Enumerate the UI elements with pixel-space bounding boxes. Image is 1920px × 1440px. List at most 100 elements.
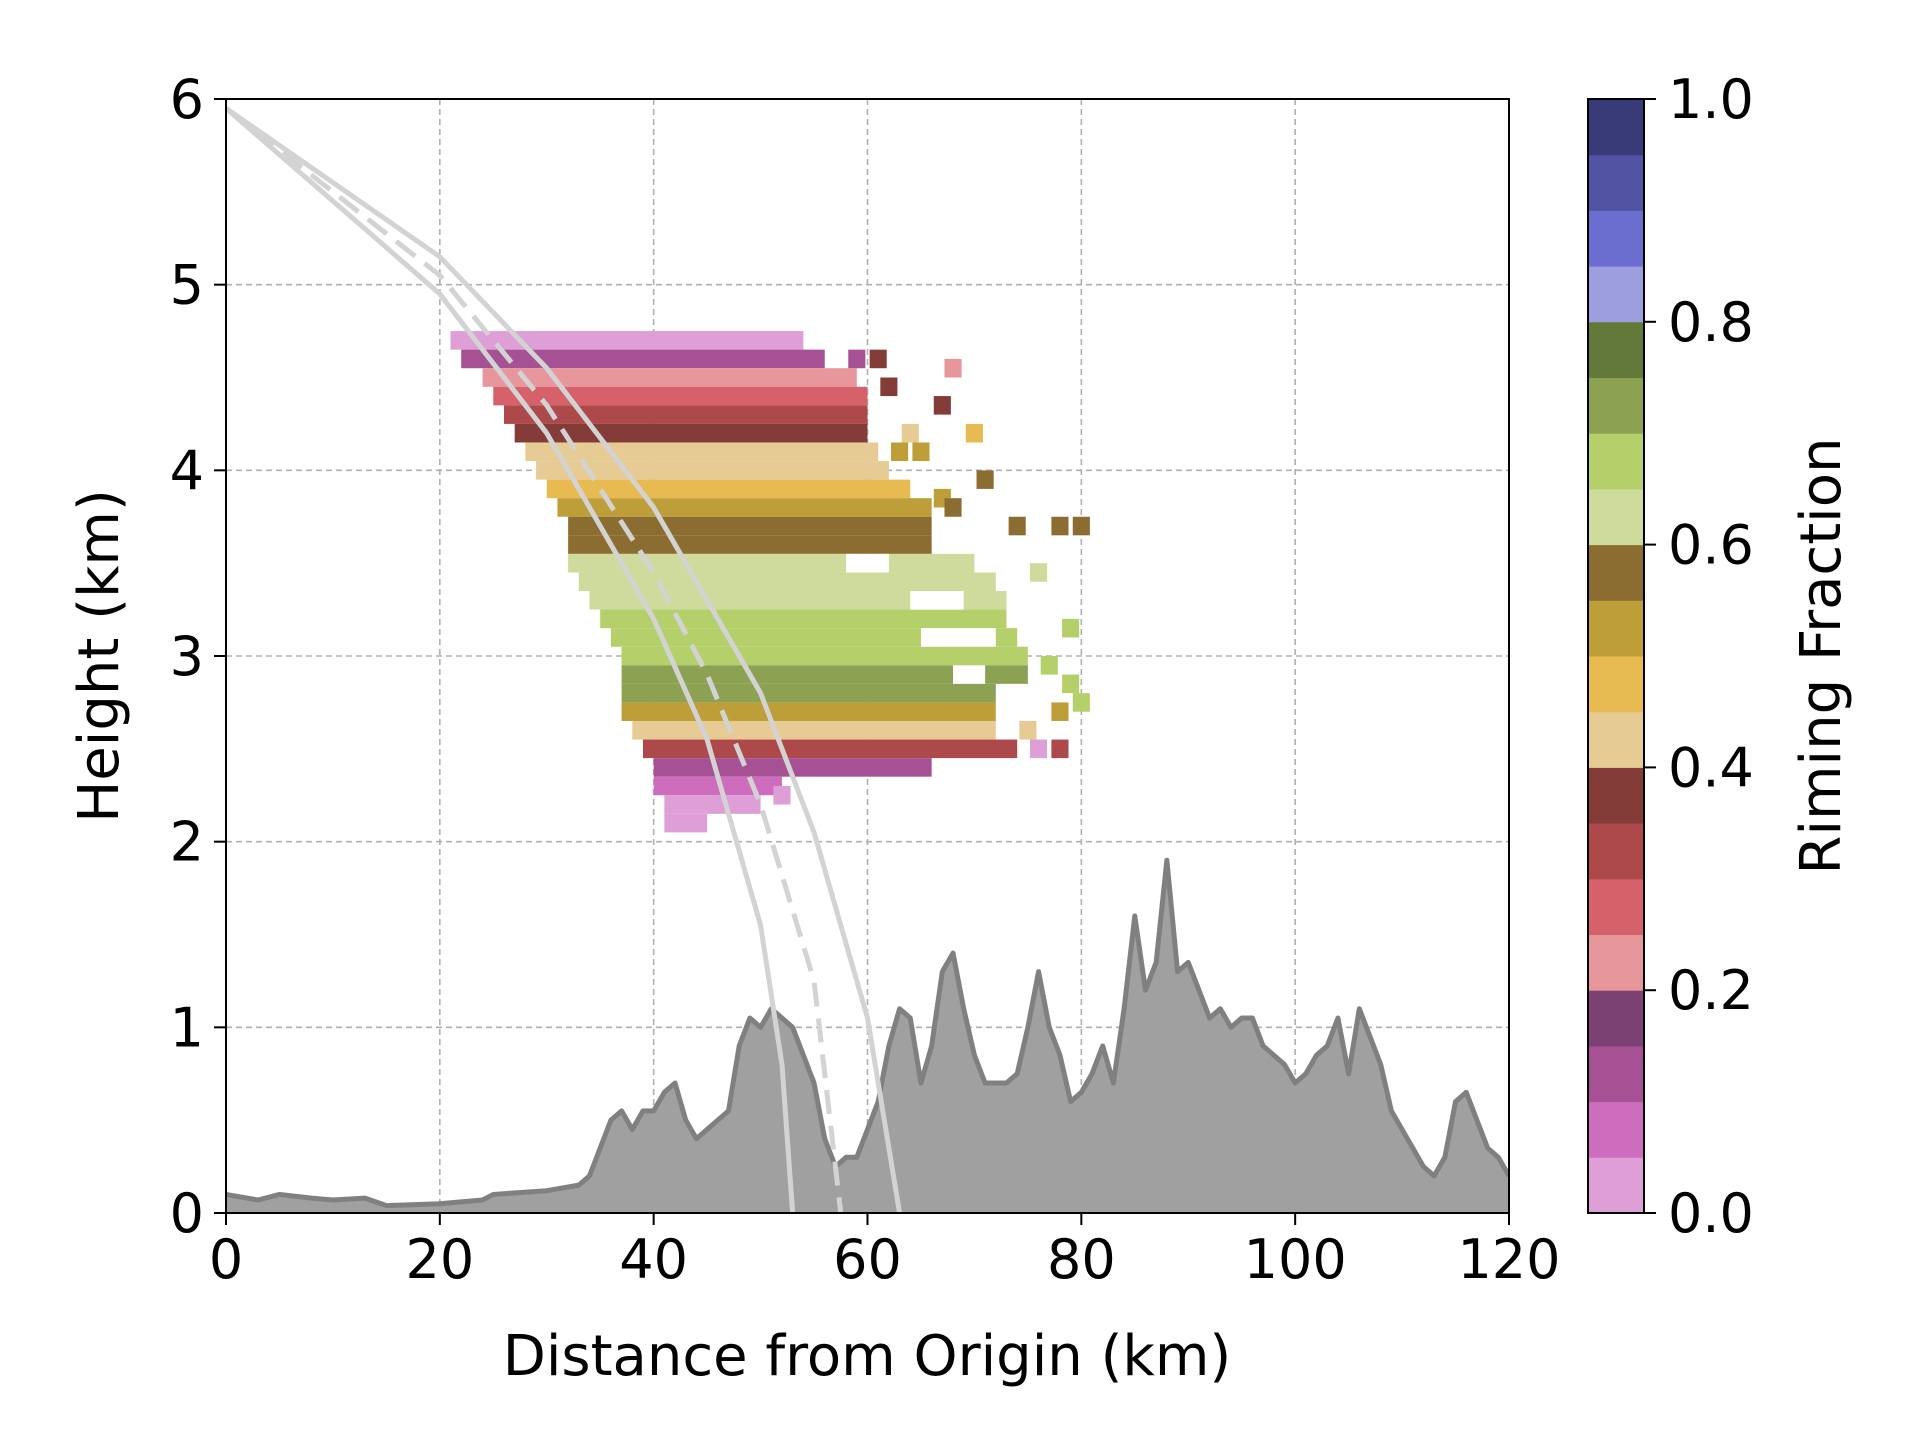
colorbar-swatch	[1588, 377, 1644, 434]
riming-layer	[621, 683, 996, 703]
beam-upper-edge	[226, 106, 903, 1213]
riming-cell	[933, 396, 951, 415]
colorbar-swatch	[1588, 488, 1644, 546]
riming-layer	[525, 442, 879, 462]
riming-layer	[450, 331, 804, 350]
riming-cell	[1019, 720, 1037, 740]
riming-layer	[632, 720, 996, 740]
colorbar-swatch	[1588, 823, 1644, 880]
plot-area: 0 20 40 60 80 100 120 0 1 2 3 4 5 6	[170, 68, 1561, 1291]
x-axis-label: Distance from Origin (km)	[503, 1324, 1232, 1389]
colorbar: 0.0 0.2 0.4 0.6 0.8 1.0 Riming Fraction	[1587, 68, 1854, 1245]
data-gap	[953, 665, 986, 684]
riming-cell	[944, 498, 962, 517]
riming-layer	[568, 535, 932, 554]
riming-cells	[450, 331, 1090, 833]
riming-layer	[482, 368, 857, 387]
riming-cell	[1051, 702, 1069, 721]
colorbar-swatch	[1588, 210, 1644, 267]
y-tick-label: 3	[170, 625, 204, 688]
beam-lower-edge	[226, 106, 796, 1213]
riming-cell	[1030, 563, 1048, 582]
riming-cell	[880, 377, 898, 397]
riming-cell	[1051, 516, 1069, 536]
y-tick-label: 4	[170, 439, 204, 502]
y-tick-label: 0	[170, 1182, 204, 1245]
riming-layer	[642, 739, 1018, 759]
colorbar-tick-label: 1.0	[1668, 68, 1754, 131]
riming-layer	[653, 758, 932, 777]
riming-cell	[1040, 656, 1058, 675]
riming-layer	[589, 591, 1007, 610]
riming-cell	[1030, 739, 1048, 759]
riming-cell	[1051, 739, 1069, 759]
colorbar-tick-label: 0.8	[1668, 291, 1754, 354]
riming-layer	[664, 813, 708, 833]
riming-cell	[976, 470, 994, 489]
terrain-line	[226, 857, 1509, 1209]
riming-layer	[578, 572, 996, 592]
riming-cell	[869, 349, 887, 369]
colorbar-frame	[1587, 98, 1645, 1214]
y-tick-label: 5	[170, 254, 204, 317]
colorbar-swatch	[1588, 990, 1644, 1047]
data-gap	[910, 591, 964, 610]
beam-paths	[226, 106, 903, 1213]
terrain-fill	[226, 860, 1509, 1213]
riming-cell	[1062, 618, 1080, 638]
x-tick-label: 60	[833, 1228, 902, 1291]
colorbar-swatch	[1588, 711, 1644, 768]
colorbar-swatch	[1588, 154, 1644, 211]
riming-layer	[610, 628, 1018, 647]
riming-cell	[1072, 693, 1090, 712]
riming-cell	[912, 442, 930, 462]
colorbar-swatch	[1588, 99, 1644, 156]
riming-layer	[600, 609, 1007, 629]
x-tick-label: 0	[209, 1228, 243, 1291]
riming-layer	[664, 795, 761, 814]
x-tick-label: 120	[1457, 1228, 1560, 1291]
colorbar-swatch	[1588, 266, 1644, 323]
riming-cell	[1008, 516, 1026, 536]
colorbar-swatch	[1588, 1045, 1644, 1103]
riming-layer	[493, 386, 868, 406]
x-tick-label: 20	[405, 1228, 474, 1291]
colorbar-swatch	[1588, 321, 1644, 378]
y-tick-label: 1	[170, 996, 204, 1059]
colorbar-swatch	[1588, 600, 1644, 657]
x-tick-label: 80	[1047, 1228, 1116, 1291]
colorbar-swatch	[1588, 767, 1644, 824]
terrain	[226, 857, 1509, 1213]
riming-layer	[503, 405, 868, 424]
colorbar-swatches	[1588, 99, 1644, 1214]
x-tick-label: 40	[619, 1228, 688, 1291]
riming-cell	[901, 423, 919, 443]
colorbar-tick-label: 0.6	[1668, 514, 1754, 577]
riming-cell	[891, 442, 909, 462]
riming-layer	[568, 553, 975, 573]
riming-cell	[1062, 674, 1080, 694]
colorbar-tick-label: 0.2	[1668, 959, 1754, 1022]
riming-layer	[461, 349, 825, 369]
x-ticks: 0 20 40 60 80 100 120	[209, 1213, 1561, 1291]
colorbar-swatch	[1588, 433, 1644, 490]
colorbar-swatch	[1588, 544, 1644, 601]
y-tick-label: 6	[170, 68, 204, 131]
y-axis-label: Height (km)	[67, 489, 132, 823]
y-ticks: 0 1 2 3 4 5 6	[170, 68, 226, 1245]
colorbar-tick-label: 0.0	[1668, 1182, 1754, 1245]
riming-cell	[1072, 516, 1090, 536]
riming-cell	[773, 785, 791, 805]
colorbar-swatch	[1588, 934, 1644, 991]
colorbar-label: Riming Fraction	[1789, 438, 1854, 875]
colorbar-swatch	[1588, 878, 1644, 935]
colorbar-swatch	[1588, 1101, 1644, 1158]
riming-layer	[546, 479, 911, 499]
x-tick-label: 100	[1244, 1228, 1347, 1291]
y-tick-label: 2	[170, 811, 204, 874]
riming-layer	[621, 665, 1028, 684]
riming-layer	[621, 702, 996, 721]
riming-layer	[621, 646, 1028, 666]
riming-cell	[848, 349, 866, 369]
colorbar-swatch	[1588, 656, 1644, 713]
